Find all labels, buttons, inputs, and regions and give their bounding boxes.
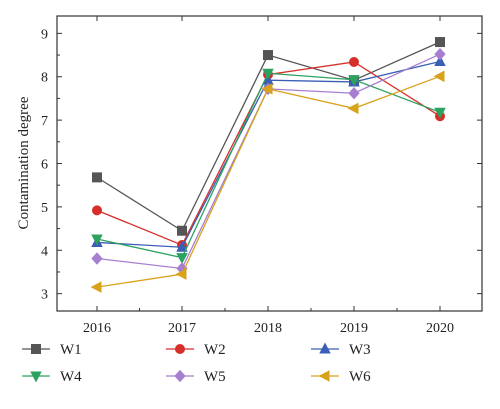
y-tick-label: 4 bbox=[41, 244, 48, 259]
data-point bbox=[261, 83, 273, 95]
y-tick-label: 6 bbox=[41, 158, 48, 173]
series-w6 bbox=[90, 70, 445, 293]
data-point bbox=[91, 234, 103, 246]
data-point bbox=[91, 252, 103, 265]
legend-item-w6: W6 bbox=[311, 369, 371, 385]
x-tick-label: 2017 bbox=[168, 321, 196, 336]
legend-item-w2: W2 bbox=[166, 342, 226, 358]
data-point bbox=[434, 55, 446, 67]
data-point bbox=[92, 172, 103, 183]
data-point bbox=[434, 47, 446, 61]
data-point bbox=[262, 50, 273, 61]
y-axis-title: Contamination degree bbox=[16, 96, 32, 229]
legend: W1 W2 W3 W4 W5 W6 bbox=[22, 342, 371, 385]
data-point bbox=[348, 87, 360, 100]
x-tick-label: 2020 bbox=[426, 321, 454, 336]
y-tick-label: 8 bbox=[41, 71, 48, 86]
data-point bbox=[176, 240, 188, 252]
legend-label: W2 bbox=[204, 342, 226, 358]
plot-frame bbox=[56, 15, 483, 312]
data-point bbox=[347, 102, 359, 115]
legend-label: W6 bbox=[349, 369, 371, 385]
legend-item-w4: W4 bbox=[22, 369, 82, 385]
legend-label: W3 bbox=[349, 342, 371, 358]
data-point bbox=[176, 253, 188, 265]
axes: 3 4 5 6 7 8 9 2016 2017 2018 2019 2020 bbox=[41, 16, 482, 336]
legend-marker bbox=[174, 343, 185, 354]
y-tick-label: 7 bbox=[41, 114, 48, 129]
data-point bbox=[433, 70, 445, 83]
legend-item-w1: W1 bbox=[22, 342, 82, 358]
data-point bbox=[92, 205, 103, 216]
series-line bbox=[96, 72, 441, 259]
legend-label: W5 bbox=[204, 369, 226, 385]
data-point bbox=[175, 268, 187, 280]
legend-marker bbox=[318, 370, 330, 382]
legend-marker bbox=[30, 343, 41, 354]
legend-marker bbox=[319, 342, 331, 354]
x-tick-label: 2018 bbox=[254, 321, 282, 336]
legend-marker bbox=[30, 371, 42, 383]
data-point bbox=[176, 225, 187, 236]
x-tick-label: 2016 bbox=[83, 321, 111, 336]
legend-item-w3: W3 bbox=[311, 342, 371, 358]
data-point bbox=[348, 56, 359, 67]
series-line bbox=[96, 75, 441, 288]
series-layer bbox=[90, 37, 446, 293]
series-w4 bbox=[91, 68, 446, 265]
x-tick-label: 2019 bbox=[340, 321, 368, 336]
legend-label: W1 bbox=[60, 342, 82, 358]
legend-label: W4 bbox=[60, 369, 82, 385]
data-point bbox=[90, 281, 102, 293]
legend-marker bbox=[174, 369, 186, 383]
y-tick-label: 9 bbox=[41, 27, 48, 42]
legend-item-w5: W5 bbox=[166, 369, 226, 385]
data-point bbox=[348, 75, 360, 87]
y-tick-label: 3 bbox=[41, 288, 48, 303]
data-point bbox=[262, 68, 274, 80]
series-w1 bbox=[92, 37, 445, 236]
data-point bbox=[434, 37, 445, 48]
y-tick-label: 5 bbox=[41, 201, 48, 216]
data-point bbox=[434, 107, 446, 119]
